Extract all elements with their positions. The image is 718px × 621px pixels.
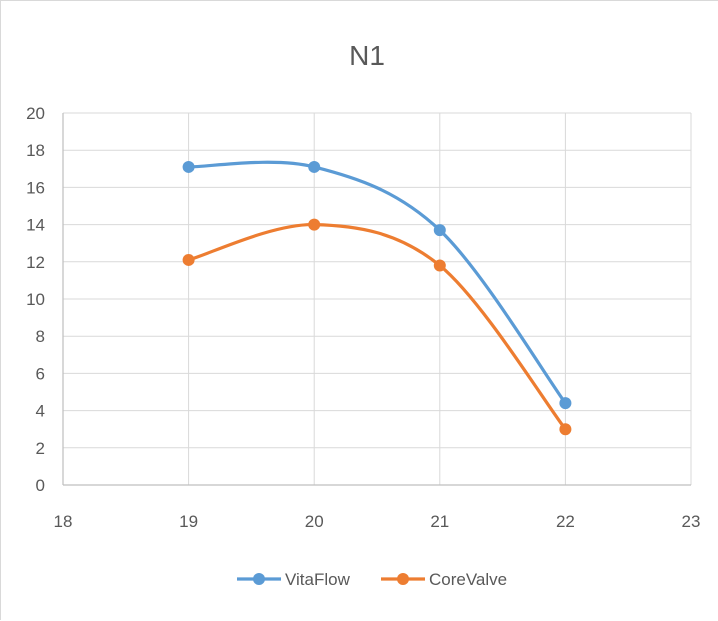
y-tick-label: 0 [36, 476, 45, 495]
x-tick-label: 22 [556, 512, 575, 531]
data-point-corevalve [182, 253, 195, 266]
data-point-vitaflow [308, 160, 321, 173]
gridlines [63, 112, 692, 485]
x-tick-label: 19 [179, 512, 198, 531]
y-tick-label: 16 [26, 178, 45, 197]
data-point-vitaflow [559, 397, 572, 410]
legend: VitaFlow CoreValve [237, 570, 507, 589]
legend-label: VitaFlow [285, 570, 351, 589]
series-lines [187, 160, 567, 431]
data-point-vitaflow [182, 160, 195, 173]
y-tick-label: 6 [36, 364, 45, 383]
data-point-corevalve [559, 423, 572, 436]
legend-item-corevalve: CoreValve [381, 570, 507, 589]
x-tick-label: 21 [430, 512, 449, 531]
legend-label: CoreValve [429, 570, 507, 589]
y-tick-label: 18 [26, 141, 45, 160]
axes: 0 2 4 6 8 10 12 14 16 18 20 18 19 20 21 22 23 [26, 104, 700, 531]
y-tick-label: 12 [26, 253, 45, 272]
data-point-corevalve [308, 218, 321, 231]
x-tick-label: 20 [305, 512, 324, 531]
y-tick-label: 8 [36, 327, 45, 346]
legend-swatch-marker [397, 573, 409, 585]
data-point-vitaflow [433, 224, 446, 237]
series-line-vitaflow [187, 160, 567, 405]
legend-item-vitaflow: VitaFlow [237, 570, 351, 589]
y-tick-label: 4 [36, 402, 45, 421]
y-tick-label: 20 [26, 104, 45, 123]
series-line-corevalve [187, 222, 567, 431]
y-tick-label: 10 [26, 290, 45, 309]
chart-title: N1 [349, 40, 385, 71]
data-points [182, 160, 572, 436]
legend-swatch-marker [253, 573, 265, 585]
data-point-corevalve [433, 259, 446, 272]
y-tick-label: 2 [36, 439, 45, 458]
x-tick-label: 18 [54, 512, 73, 531]
x-tick-label: 23 [682, 512, 701, 531]
y-tick-label: 14 [26, 216, 45, 235]
